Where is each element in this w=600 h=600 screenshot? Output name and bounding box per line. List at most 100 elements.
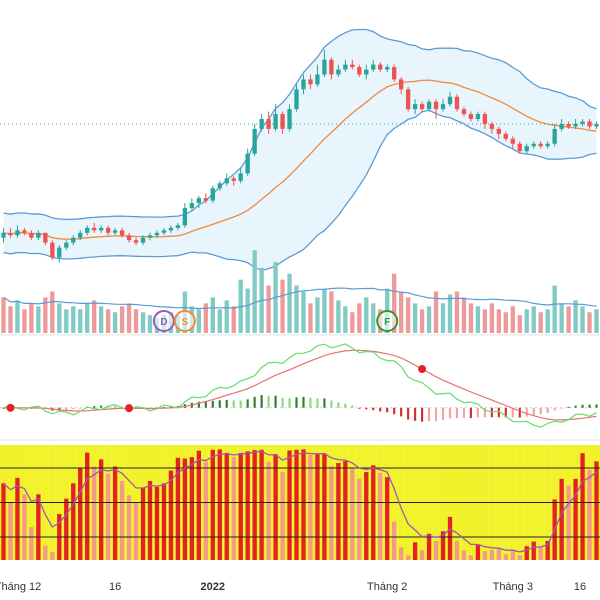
x-tick-label: 16 <box>574 581 586 593</box>
volume-marker-circle <box>376 310 399 332</box>
volume-bar <box>594 309 599 333</box>
candle-body <box>399 79 404 90</box>
volume-bar <box>475 306 481 333</box>
candle-body <box>385 67 390 70</box>
volume-bar <box>392 273 397 333</box>
breadth-bar <box>364 472 369 560</box>
macd-histogram-bar <box>448 407 452 419</box>
breadth-bar <box>329 466 334 560</box>
volume-bar <box>210 297 215 333</box>
candle-body <box>531 143 536 147</box>
macd-histogram-bar <box>525 407 528 417</box>
macd-histogram-bar <box>309 397 312 408</box>
breadth-bar <box>517 555 522 560</box>
breadth-bar <box>126 495 132 560</box>
breadth-bar <box>217 449 222 560</box>
volume-bar <box>419 309 425 333</box>
candle-body <box>594 123 599 127</box>
candle-body <box>475 114 481 120</box>
macd-histogram-bar <box>253 396 256 408</box>
x-tick-label: Tháng 3 <box>493 581 533 593</box>
candle-body <box>175 225 181 228</box>
volume-bar <box>112 312 118 333</box>
macd-histogram-bar <box>386 407 389 413</box>
breadth-bar <box>224 452 229 560</box>
candle-body <box>329 59 334 75</box>
candle-body <box>1 232 6 238</box>
candle-body <box>489 123 495 129</box>
x-axis: Tháng 12 16 2022 Tháng 2 Tháng 3 16 <box>0 581 586 593</box>
breadth-bar <box>301 449 306 560</box>
volume-bar <box>92 300 97 333</box>
breadth-bar <box>1 483 6 560</box>
breadth-bar <box>210 449 215 560</box>
volume-bar <box>119 306 125 333</box>
breadth-bar <box>8 502 13 560</box>
breadth-bar <box>343 461 348 560</box>
breadth-bar <box>399 547 404 560</box>
candle-body <box>99 227 104 231</box>
macd-histogram-bar <box>281 397 284 408</box>
breadth-bar <box>419 550 425 560</box>
breadth-bar <box>308 454 313 560</box>
volume-bar <box>126 303 132 333</box>
candle-body <box>336 69 341 75</box>
macd-histogram-bar <box>358 407 361 409</box>
candle-body <box>510 138 515 144</box>
breadth-bar <box>559 478 564 560</box>
candle-body <box>426 101 432 110</box>
candle-body <box>64 242 69 248</box>
macd-histogram-bar <box>316 398 319 408</box>
volume-bar <box>203 303 208 333</box>
candle-body <box>196 198 201 204</box>
volume-bar <box>454 291 460 333</box>
breadth-bar <box>50 551 55 560</box>
breadth-bar <box>538 546 543 560</box>
candle-body <box>78 232 83 238</box>
volume-bar <box>461 297 467 333</box>
volume-bar <box>140 312 146 333</box>
macd-histogram-bar <box>455 407 459 419</box>
candle-body <box>238 173 243 181</box>
breadth-bar <box>140 488 146 560</box>
candle-body <box>461 109 467 115</box>
macd-histogram-bar <box>483 407 486 418</box>
breadth-bar <box>378 472 383 560</box>
volume-marker-circle <box>173 310 196 332</box>
breadth-bar <box>266 461 271 560</box>
candle-body <box>405 89 411 110</box>
candle-body <box>454 96 460 110</box>
volume-bar <box>133 309 139 333</box>
breadth-bar <box>350 468 355 560</box>
candle-body <box>273 114 278 129</box>
candle-body <box>203 198 208 201</box>
breadth-bar <box>36 494 41 560</box>
macd-histogram-bar <box>539 407 542 415</box>
volume-bar <box>280 279 285 333</box>
price-panel <box>0 28 600 272</box>
breadth-bar <box>315 454 320 560</box>
macd-histogram-bar <box>267 395 270 408</box>
breadth-bar <box>182 458 188 560</box>
candle-body <box>503 133 508 139</box>
macd-histogram-bar <box>372 407 375 411</box>
breadth-bar <box>426 533 432 560</box>
volume-bar <box>266 285 271 333</box>
volume-bar <box>301 291 306 333</box>
breadth-bar <box>203 461 208 560</box>
volume-bar <box>105 309 111 333</box>
breadth-bar <box>252 450 257 560</box>
volume-bar <box>433 291 439 333</box>
breadth-bar <box>196 450 201 560</box>
volume-bar <box>22 309 27 333</box>
macd-histogram-bar <box>490 407 493 418</box>
breadth-bar <box>287 450 292 560</box>
candle-body <box>259 119 264 129</box>
volume-bar <box>412 303 418 333</box>
candle-body <box>580 121 585 124</box>
volume-bar <box>426 306 432 333</box>
candle-body <box>517 143 522 152</box>
macd-histogram-bar <box>441 407 445 421</box>
candle-body <box>371 64 376 70</box>
